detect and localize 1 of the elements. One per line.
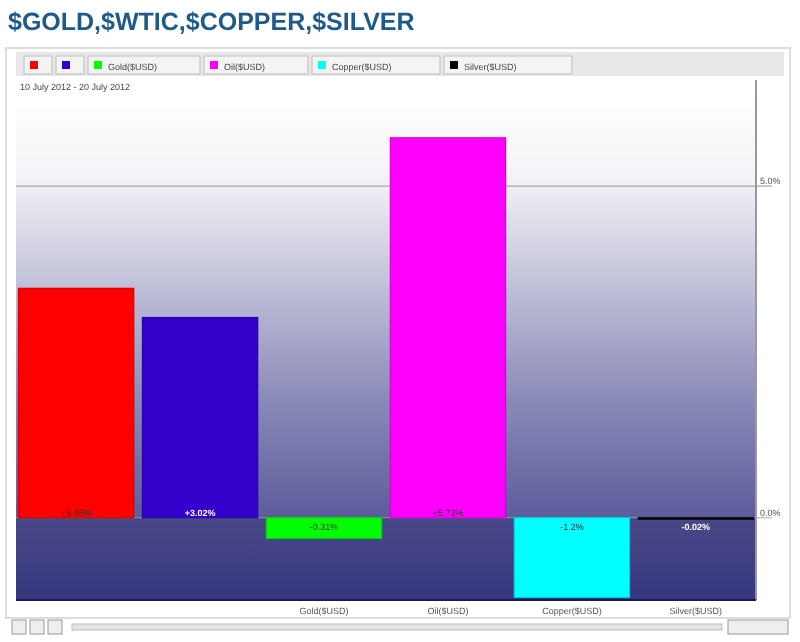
chart-title: $GOLD,$WTIC,$COPPER,$SILVER — [8, 8, 415, 36]
